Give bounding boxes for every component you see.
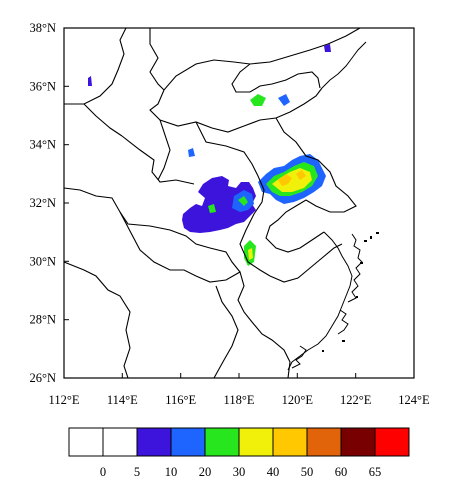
boundary-shandong-south [149,87,323,133]
legend-label: 65 [369,465,382,479]
province-boundaries [63,27,361,379]
boundary-henan-east [121,135,195,185]
legend-label: 20 [199,465,212,479]
precip-spot-south-2 [248,248,253,260]
boundary-anhui [195,121,271,277]
color-legend: 0 5 10 20 30 40 50 60 65 [68,427,410,479]
axis-y: 38°N 36°N 34°N 32°N 30°N 28°N 26°N [29,21,69,385]
boundary-northwest [64,27,127,105]
x-tick-label: 118°E [224,393,255,407]
coastline [287,41,367,371]
precip-spot-center-2 [208,204,216,213]
islands [322,232,379,352]
x-tick-label: 122°E [340,393,372,407]
legend-swatch-7 [306,427,342,457]
y-tick-label: 38°N [29,21,56,35]
legend-label: 50 [301,465,314,479]
island [356,296,358,298]
boundary-hunan [63,261,131,379]
legend-swatch-2 [136,427,172,457]
boundary-shandong-coast [231,63,321,93]
island [360,262,363,264]
y-tick-label: 32°N [29,196,56,210]
precip-area-east-orange [278,174,292,186]
legend-swatch-6 [272,427,308,457]
legend-swatch-1 [102,427,138,457]
x-tick-label: 114°E [107,393,138,407]
island [364,240,367,242]
legend-label: 10 [165,465,178,479]
legend-label: 30 [233,465,246,479]
y-tick-label: 34°N [29,138,56,152]
coastline-east [287,41,367,371]
x-tick-label: 112°E [49,393,80,407]
legend-swatch-4 [204,427,240,457]
precip-area-west [182,176,256,233]
boundary-henan-west [63,187,241,273]
legend-label: 5 [134,465,140,479]
island [370,236,372,239]
map-plot-area [63,27,415,379]
boundary-misc-1 [157,119,171,181]
x-tick-label: 124°E [398,393,430,407]
island [376,232,379,234]
boundary-misc-2 [83,103,123,137]
coastline-ragged-2 [337,309,349,335]
x-tick-label: 116°E [165,393,196,407]
legend-swatch-3 [170,427,206,457]
precipitation-shading [88,44,331,266]
legend-label: 40 [267,465,280,479]
coastline-ragged-3 [291,345,307,369]
y-tick-label: 28°N [29,313,56,327]
axis-x: 112°E 114°E 116°E 118°E 120°E 122°E 124°… [49,373,430,407]
legend-swatch-5 [238,427,274,457]
precip-spot-north-3 [324,44,331,52]
boundary-fujian [213,285,239,379]
precip-area-west-spot [238,196,248,206]
boundary-hebei-shandong [149,27,361,91]
island [342,340,345,342]
y-tick-label: 30°N [29,254,56,268]
legend-swatch-0 [68,427,104,457]
precip-spot-north-2 [278,94,290,106]
boundary-jiangxi [119,211,291,379]
coastline-ragged-1 [347,233,363,303]
precip-spot-center-1 [188,148,195,157]
precip-area-east-orange-2 [296,170,306,180]
y-tick-label: 26°N [29,371,56,385]
island [322,350,324,352]
precip-spot-north-4 [88,76,92,86]
y-tick-label: 36°N [29,79,56,93]
boundary-zhejiang [269,243,343,283]
legend-label: 0 [100,465,106,479]
legend-swatch-8 [340,427,376,457]
x-tick-label: 120°E [282,393,314,407]
legend-label: 60 [335,465,348,479]
precip-spot-north-1 [250,94,266,106]
boundary-jiangsu [265,117,357,253]
legend-swatch-9 [374,427,410,457]
